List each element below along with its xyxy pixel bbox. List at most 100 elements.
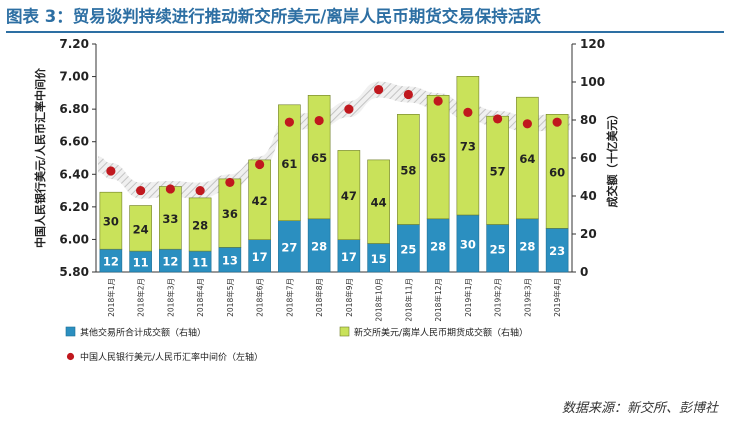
rate-dot	[463, 107, 473, 117]
bar-sgx-label: 42	[252, 194, 268, 208]
right-tick-label: 100	[580, 75, 605, 89]
bar-sgx-label: 33	[162, 212, 178, 226]
legend-swatch-dot	[66, 352, 75, 361]
bar-other-label: 12	[103, 255, 119, 269]
left-axis-title: 中国人民银行美元/人民币汇率中间价	[33, 67, 47, 248]
rate-dot	[493, 114, 503, 124]
bar-sgx-label: 30	[103, 215, 119, 229]
bar-sgx	[278, 104, 301, 222]
bar-sgx	[545, 114, 569, 229]
bar-other-label: 11	[192, 256, 208, 270]
rate-dot	[106, 166, 116, 176]
bar-sgx-label: 64	[519, 152, 535, 166]
bar-sgx	[426, 95, 450, 220]
category-label: 2019年3月	[522, 278, 532, 317]
bar-sgx-label: 61	[281, 157, 297, 171]
bar-sgx	[307, 95, 331, 220]
rate-dot	[522, 119, 532, 129]
bar-sgx	[516, 96, 539, 220]
bar-other-label: 25	[490, 242, 506, 256]
category-label: 2018年6月	[255, 278, 265, 317]
bar-sgx-label: 47	[341, 189, 357, 203]
category-label: 2018年4月	[195, 278, 205, 317]
bar-sgx	[129, 205, 152, 252]
bar-sgx	[397, 114, 420, 225]
bar-sgx-label: 28	[192, 219, 208, 233]
legend-label-dot: 中国人民银行美元/人民币汇率中间价（左轴）	[80, 351, 263, 363]
left-tick-label: 7.20	[59, 37, 89, 51]
bar-other-label: 11	[133, 256, 149, 270]
bar-sgx-label: 65	[311, 151, 327, 165]
bar-sgx	[99, 191, 123, 250]
bar-other-label: 12	[162, 255, 178, 269]
left-tick-label: 6.80	[59, 102, 89, 116]
left-tick-label: 5.80	[59, 265, 89, 279]
rate-dot	[344, 104, 354, 114]
left-tick-label: 6.40	[59, 167, 89, 181]
category-label: 2018年2月	[136, 278, 146, 317]
bar-sgx	[367, 159, 390, 244]
source-note: 数据来源：新交所、彭博社	[561, 401, 718, 416]
right-tick-label: 60	[580, 151, 597, 165]
bar-sgx	[188, 197, 212, 252]
category-label: 2019年1月	[463, 278, 473, 317]
bar-sgx-label: 24	[133, 222, 149, 236]
category-label: 2018年7月	[284, 278, 294, 317]
bar-sgx-label: 60	[549, 165, 565, 179]
right-tick-label: 20	[580, 227, 597, 241]
rate-dot	[374, 85, 384, 95]
bar-sgx	[456, 76, 480, 216]
category-label: 2018年10月	[374, 278, 384, 322]
bar-sgx-label: 58	[400, 163, 416, 177]
right-tick-label: 120	[580, 37, 605, 51]
bar-other-label: 25	[400, 242, 416, 256]
category-label: 2019年2月	[493, 278, 503, 317]
category-label: 2018年8月	[314, 278, 324, 317]
bar-other-label: 13	[222, 254, 238, 268]
legend-swatch-other	[65, 326, 76, 337]
bar-sgx-label: 57	[490, 164, 506, 178]
right-tick-label: 80	[580, 113, 597, 127]
bar-sgx	[248, 159, 271, 240]
rate-dot	[225, 177, 235, 188]
left-tick-label: 6.20	[59, 200, 89, 214]
legend-label-sgx: 新交所美元/离岸人民币期货成交额（右轴）	[354, 327, 528, 339]
right-axis-title: 成交额（十亿美元）	[605, 109, 619, 208]
bar-sgx-label: 73	[460, 140, 476, 154]
category-label: 2018年11月	[403, 278, 413, 322]
rate-dot	[255, 159, 265, 170]
rate-dot	[433, 96, 443, 106]
bar-other-label: 30	[460, 238, 476, 252]
legend-swatch-sgx	[339, 326, 350, 337]
bar-sgx-label: 65	[430, 151, 446, 165]
category-label: 2019年4月	[552, 278, 562, 317]
title-divider	[6, 31, 724, 33]
rate-dot	[165, 184, 175, 194]
left-tick-label: 6.00	[59, 232, 89, 246]
left-tick-label: 6.60	[59, 135, 89, 149]
category-label: 2018年1月	[106, 278, 116, 317]
bar-other-label: 17	[341, 250, 357, 264]
bar-other-label: 15	[371, 252, 387, 266]
rate-dot	[552, 117, 562, 127]
chart-title: 图表 3：贸易谈判持续进行推动新交所美元/离岸人民币期货交易保持活跃	[6, 7, 541, 26]
left-tick-label: 7.00	[59, 70, 89, 84]
rate-dot	[284, 117, 294, 127]
bar-other-label: 28	[311, 239, 327, 253]
rate-dot	[195, 185, 205, 196]
bar-other-label: 28	[430, 239, 446, 253]
bar-sgx-label: 44	[371, 196, 387, 210]
bar-other-label: 17	[252, 250, 268, 264]
category-label: 2018年3月	[165, 278, 175, 317]
rate-dot	[403, 89, 413, 100]
bar-sgx-label: 36	[222, 207, 238, 221]
legend-label-other: 其他交易所合计成交额（右轴）	[80, 327, 206, 339]
rate-dot	[136, 185, 146, 196]
category-label: 2018年9月	[344, 278, 354, 317]
bar-other-label: 28	[519, 239, 535, 253]
bar-other-label: 27	[281, 240, 297, 254]
bar-sgx	[337, 150, 361, 240]
right-tick-label: 0	[580, 265, 588, 279]
right-tick-label: 40	[580, 189, 597, 203]
category-label: 2018年12月	[433, 278, 443, 322]
